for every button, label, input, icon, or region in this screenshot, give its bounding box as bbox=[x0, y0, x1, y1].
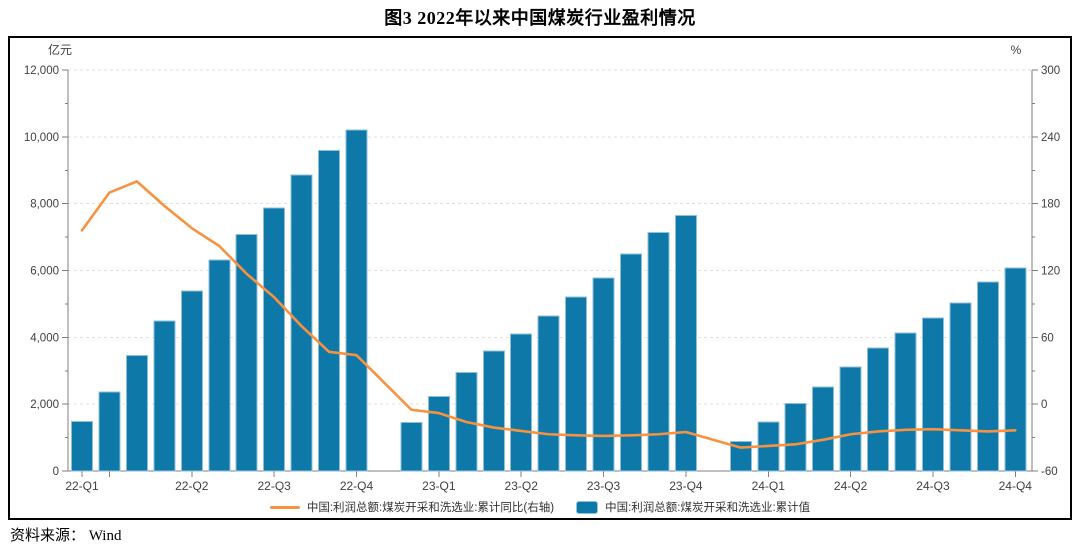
x-tick-label: 23-Q2 bbox=[505, 479, 539, 493]
bar-2022-10 bbox=[290, 174, 313, 472]
bar-2024-02 bbox=[729, 441, 752, 472]
bar-2023-07 bbox=[537, 315, 560, 472]
legend-bar-label: 中国:利润总额:煤炭开采和洗选业:累计值 bbox=[605, 502, 811, 514]
x-tick-label: 22-Q4 bbox=[340, 479, 374, 493]
y-tick-label-right: 240 bbox=[1041, 132, 1060, 144]
x-tick-label: 23-Q4 bbox=[669, 479, 703, 493]
y-tick-label-left: 6,000 bbox=[30, 266, 59, 278]
chart-panel: 0 2,000 4,000 6,000 8,000 10,000 12,000 -60 0 60 1… bbox=[8, 36, 1072, 520]
x-tick-label: 24-Q4 bbox=[999, 479, 1033, 493]
bar-2022-04 bbox=[125, 355, 148, 472]
y-tick-label-right: 0 bbox=[1041, 399, 1047, 411]
x-tick-label: 22-Q2 bbox=[175, 479, 209, 493]
left-axis-unit: 亿元 bbox=[48, 42, 72, 57]
source-note: 资料来源： Wind bbox=[10, 528, 122, 544]
bar-2024-04 bbox=[784, 402, 807, 472]
bar-2024-05 bbox=[812, 386, 835, 472]
bar-2023-10 bbox=[620, 253, 642, 472]
bar-2023-06 bbox=[510, 333, 533, 472]
y-tick-label-right: 300 bbox=[1041, 65, 1060, 77]
profit-chart: 0 2,000 4,000 6,000 8,000 10,000 12,000 -60 0 60 1… bbox=[24, 42, 1060, 493]
y-tick-label-left: 8,000 bbox=[30, 199, 59, 211]
y-tick-label-left: 12,000 bbox=[24, 65, 59, 77]
bar-2024-09 bbox=[921, 317, 944, 472]
bar-2024-10 bbox=[949, 302, 972, 472]
x-tick-label: 23-Q3 bbox=[587, 479, 621, 493]
bar-2023-09 bbox=[592, 277, 615, 472]
y-tick-label-right: 120 bbox=[1041, 266, 1060, 278]
chart-legend: 中国:利润总额:煤炭开采和洗选业:累计同比(右轴) 中国:利润总额:煤炭开采和洗… bbox=[10, 499, 1070, 515]
bar-2023-08 bbox=[565, 296, 588, 472]
legend-line-label: 中国:利润总额:煤炭开采和洗选业:累计同比(右轴) bbox=[306, 502, 555, 514]
bar-2022-08 bbox=[235, 233, 258, 472]
line-series-swatch-icon bbox=[269, 505, 300, 509]
bar-2023-11 bbox=[647, 232, 670, 472]
legend-item-line: 中国:利润总额:煤炭开采和洗选业:累计同比(右轴) bbox=[269, 499, 555, 515]
y-tick-label-left: 10,000 bbox=[24, 132, 59, 144]
bar-2022-06 bbox=[180, 290, 203, 472]
legend-item-bar: 中国:利润总额:煤炭开采和洗选业:累计值 bbox=[576, 499, 810, 515]
bar-2022-03 bbox=[98, 391, 121, 472]
bar-2023-03 bbox=[427, 395, 450, 472]
bar-2024-07 bbox=[867, 347, 890, 472]
x-tick-label: 24-Q1 bbox=[752, 479, 786, 493]
x-tick-label: 24-Q2 bbox=[834, 479, 868, 493]
bar-2022-12 bbox=[345, 129, 368, 472]
bar-2022-02 bbox=[71, 421, 93, 472]
bar-2022-09 bbox=[263, 207, 286, 472]
x-tick-label: 22-Q1 bbox=[65, 479, 99, 493]
trend-line bbox=[80, 180, 1017, 449]
x-tick-label: 22-Q3 bbox=[257, 479, 291, 493]
y-tick-label-right: 180 bbox=[1041, 199, 1060, 211]
bar-2024-11 bbox=[976, 281, 999, 472]
bar-series-swatch-icon bbox=[576, 500, 599, 514]
bar-2022-07 bbox=[208, 259, 231, 472]
bar-2024-08 bbox=[894, 332, 917, 472]
x-tick-label: 24-Q3 bbox=[916, 479, 950, 493]
y-tick-label-left: 2,000 bbox=[30, 399, 59, 411]
bar-2022-11 bbox=[318, 150, 341, 472]
bar-2023-05 bbox=[482, 350, 505, 472]
figure-title: 图3 2022年以来中国煤炭行业盈利情况 bbox=[384, 8, 696, 28]
y-tick-label-right: -60 bbox=[1041, 466, 1058, 478]
bar-2024-12 bbox=[1004, 267, 1027, 472]
bar-2023-02 bbox=[400, 422, 423, 472]
right-axis-unit: % bbox=[1011, 43, 1022, 57]
x-tick-label: 23-Q1 bbox=[422, 479, 456, 493]
y-tick-label-right: 60 bbox=[1041, 332, 1054, 344]
bar-2023-12 bbox=[674, 215, 697, 472]
y-tick-label-left: 0 bbox=[53, 466, 59, 478]
bar-2024-06 bbox=[839, 366, 862, 472]
bar-2022-05 bbox=[153, 320, 176, 472]
y-tick-label-left: 4,000 bbox=[30, 332, 59, 344]
